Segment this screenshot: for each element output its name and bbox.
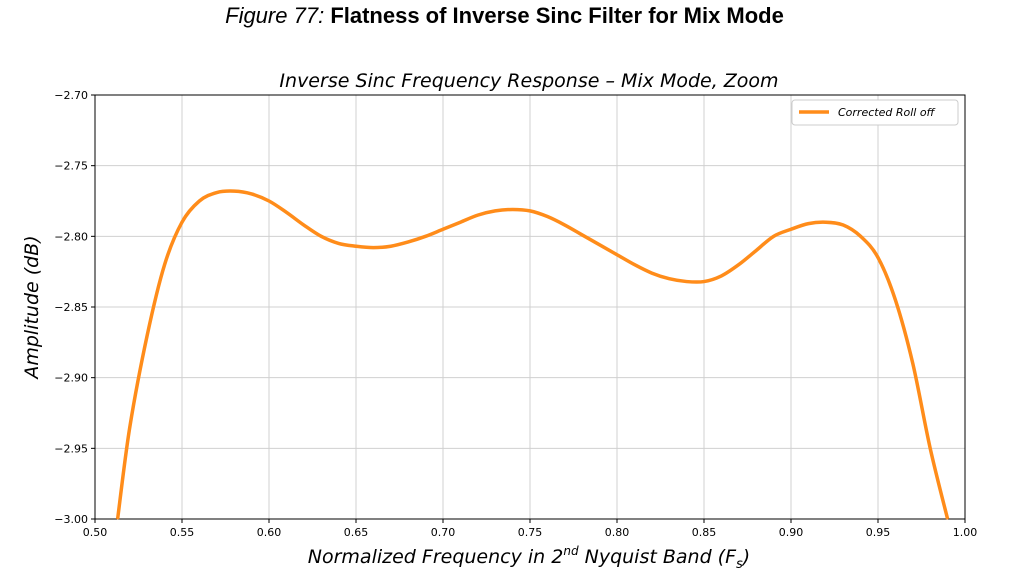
- data-point: [755, 249, 757, 252]
- x-axis-label: Normalized Frequency in 2nd Nyquist Band…: [308, 544, 750, 572]
- data-point: [198, 200, 200, 202]
- data-point: [894, 299, 897, 301]
- data-point: [372, 247, 374, 249]
- data-point: [773, 235, 775, 237]
- data-point: [233, 190, 235, 192]
- x-tick-label: 0.80: [605, 526, 630, 539]
- legend-box: [791, 99, 959, 126]
- legend-label: Corrected Roll off: [838, 106, 936, 119]
- x-tick-label: 0.85: [692, 526, 717, 539]
- data-point: [181, 221, 183, 223]
- x-axis-label-middle: Nyquist Band (F: [579, 546, 737, 568]
- x-axis-label-suffix: ): [741, 546, 750, 568]
- y-tick-label: −3.00: [54, 513, 88, 526]
- x-tick-label: 0.75: [518, 526, 543, 539]
- data-point: [303, 224, 305, 226]
- data-point: [790, 228, 792, 230]
- data-point: [616, 254, 618, 256]
- data-point: [459, 221, 461, 223]
- x-tick-label: 0.50: [83, 526, 108, 539]
- y-axis-label: Amplitude (dB): [21, 235, 43, 380]
- data-point: [407, 241, 409, 243]
- data-point: [825, 221, 827, 223]
- data-point: [529, 210, 531, 212]
- data-point: [842, 224, 844, 226]
- x-tick-label: 0.55: [170, 526, 195, 539]
- data-point: [651, 272, 653, 274]
- data-point: [564, 224, 566, 226]
- data-point: [877, 256, 879, 259]
- chart-title: Inverse Sinc Frequency Response – Mix Mo…: [279, 70, 778, 92]
- data-point: [320, 235, 322, 237]
- data-point: [268, 200, 270, 202]
- data-point: [164, 264, 166, 266]
- y-tick-label: −2.85: [54, 301, 88, 314]
- data-point: [494, 210, 496, 212]
- series-line-corrected-roll-off: [115, 189, 950, 520]
- data-point: [546, 215, 549, 218]
- y-tick-label: −2.95: [54, 442, 88, 455]
- data-point: [703, 280, 705, 283]
- data-point: [581, 234, 583, 236]
- data-point: [425, 235, 427, 237]
- y-tick-label: −2.75: [54, 160, 88, 173]
- axis-ticks: 0.50 0.55 0.60 0.65 0.70 0.75 0.80 0.85 0.90 0.95…: [54, 89, 977, 539]
- data-point: [355, 245, 357, 247]
- data-point: [912, 362, 914, 365]
- figure-label: Figure 77:: [225, 3, 325, 28]
- data-point: [511, 208, 514, 211]
- x-tick-label: 0.70: [431, 526, 456, 539]
- x-tick-label: 0.60: [257, 526, 282, 539]
- data-point: [860, 235, 862, 237]
- data-point: [633, 264, 636, 266]
- legend: Corrected Roll off: [791, 99, 959, 126]
- series-layer: [115, 189, 950, 520]
- x-tick-label: 0.95: [866, 526, 891, 539]
- x-tick-label: 0.65: [344, 526, 369, 539]
- data-point: [477, 214, 479, 216]
- figure-title: Flatness of Inverse Sinc Filter for Mix …: [330, 3, 784, 28]
- x-tick-label: 1.00: [953, 526, 978, 539]
- data-point: [442, 228, 444, 230]
- y-tick-label: −2.90: [54, 372, 88, 385]
- y-tick-label: −2.80: [54, 230, 88, 243]
- data-point: [686, 280, 688, 283]
- data-point: [216, 191, 218, 194]
- data-point: [117, 518, 119, 520]
- x-axis-label-subscript: s: [736, 557, 743, 572]
- data-point: [929, 447, 931, 449]
- data-point: [668, 278, 670, 280]
- data-point: [599, 244, 601, 246]
- data-point: [285, 211, 287, 213]
- data-point: [338, 242, 340, 244]
- grid: [94, 94, 966, 520]
- data-point: [738, 264, 740, 266]
- data-point: [146, 334, 148, 336]
- x-axis-label-prefix: Normalized Frequency in 2: [308, 546, 564, 568]
- x-axis-label-superscript: nd: [563, 544, 579, 558]
- data-point: [807, 223, 810, 225]
- y-tick-label: −2.70: [54, 89, 88, 102]
- data-point: [390, 245, 392, 247]
- figure-caption: Figure 77: Flatness of Inverse Sinc Filt…: [0, 3, 1009, 29]
- data-point: [251, 193, 253, 195]
- x-tick-label: 0.90: [779, 526, 804, 539]
- data-point: [720, 275, 723, 277]
- data-point: [129, 426, 131, 428]
- data-point: [947, 518, 949, 520]
